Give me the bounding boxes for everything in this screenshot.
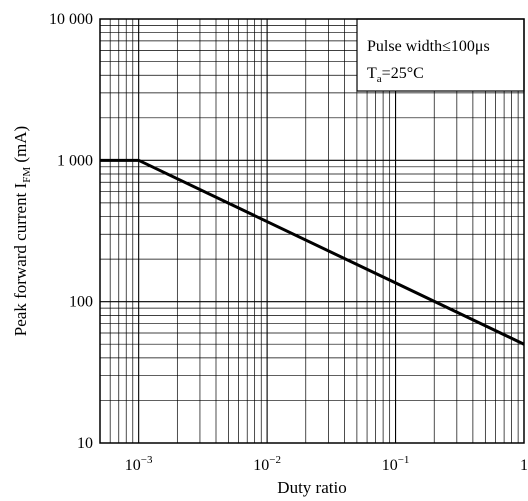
x-tick-base: 1	[520, 457, 528, 474]
grid	[100, 19, 524, 443]
y-tick-label: 10 000	[49, 11, 93, 28]
x-tick-exponent: −1	[398, 454, 410, 466]
y-tick-label: 100	[69, 294, 93, 311]
x-tick-label: 1	[520, 457, 528, 474]
x-tick-label: 10−1	[382, 454, 410, 474]
plot-frame	[99, 18, 525, 444]
annotation-t-subscript: a	[377, 73, 382, 85]
x-tick-labels: 10−3 10−2 10−1 1	[125, 454, 528, 474]
x-tick-label: 10−2	[253, 454, 281, 474]
x-tick-exponent: −3	[141, 454, 153, 466]
annotation-temperature: Ta=25°C	[367, 65, 424, 85]
x-tick-exponent: −2	[269, 454, 281, 466]
x-axis-label: Duty ratio	[277, 478, 346, 497]
x-tick-base: 10	[253, 457, 269, 474]
x-tick-base: 10	[125, 457, 141, 474]
y-axis-label-main: Peak forward current I	[11, 182, 30, 336]
y-axis-label: Peak forward current IFM (mA)	[11, 126, 33, 336]
annotation-box	[356, 18, 525, 92]
y-tick-label: 1 000	[57, 152, 93, 169]
y-axis-label-unit: (mA)	[11, 126, 30, 167]
x-tick-label: 10−3	[125, 454, 153, 474]
annotation-t-symbol: T	[367, 65, 377, 82]
y-tick-label: 10	[77, 435, 93, 452]
series-layer	[100, 158, 525, 346]
x-tick-base: 10	[382, 457, 398, 474]
y-axis-label-subscript: FM	[21, 167, 33, 183]
series-line	[100, 158, 525, 346]
annotation-pulse-width: Pulse width≤100μs	[367, 38, 490, 55]
annotation-t-value: =25°C	[382, 65, 424, 82]
y-tick-labels: 10 100 1 000 10 000	[49, 11, 93, 452]
